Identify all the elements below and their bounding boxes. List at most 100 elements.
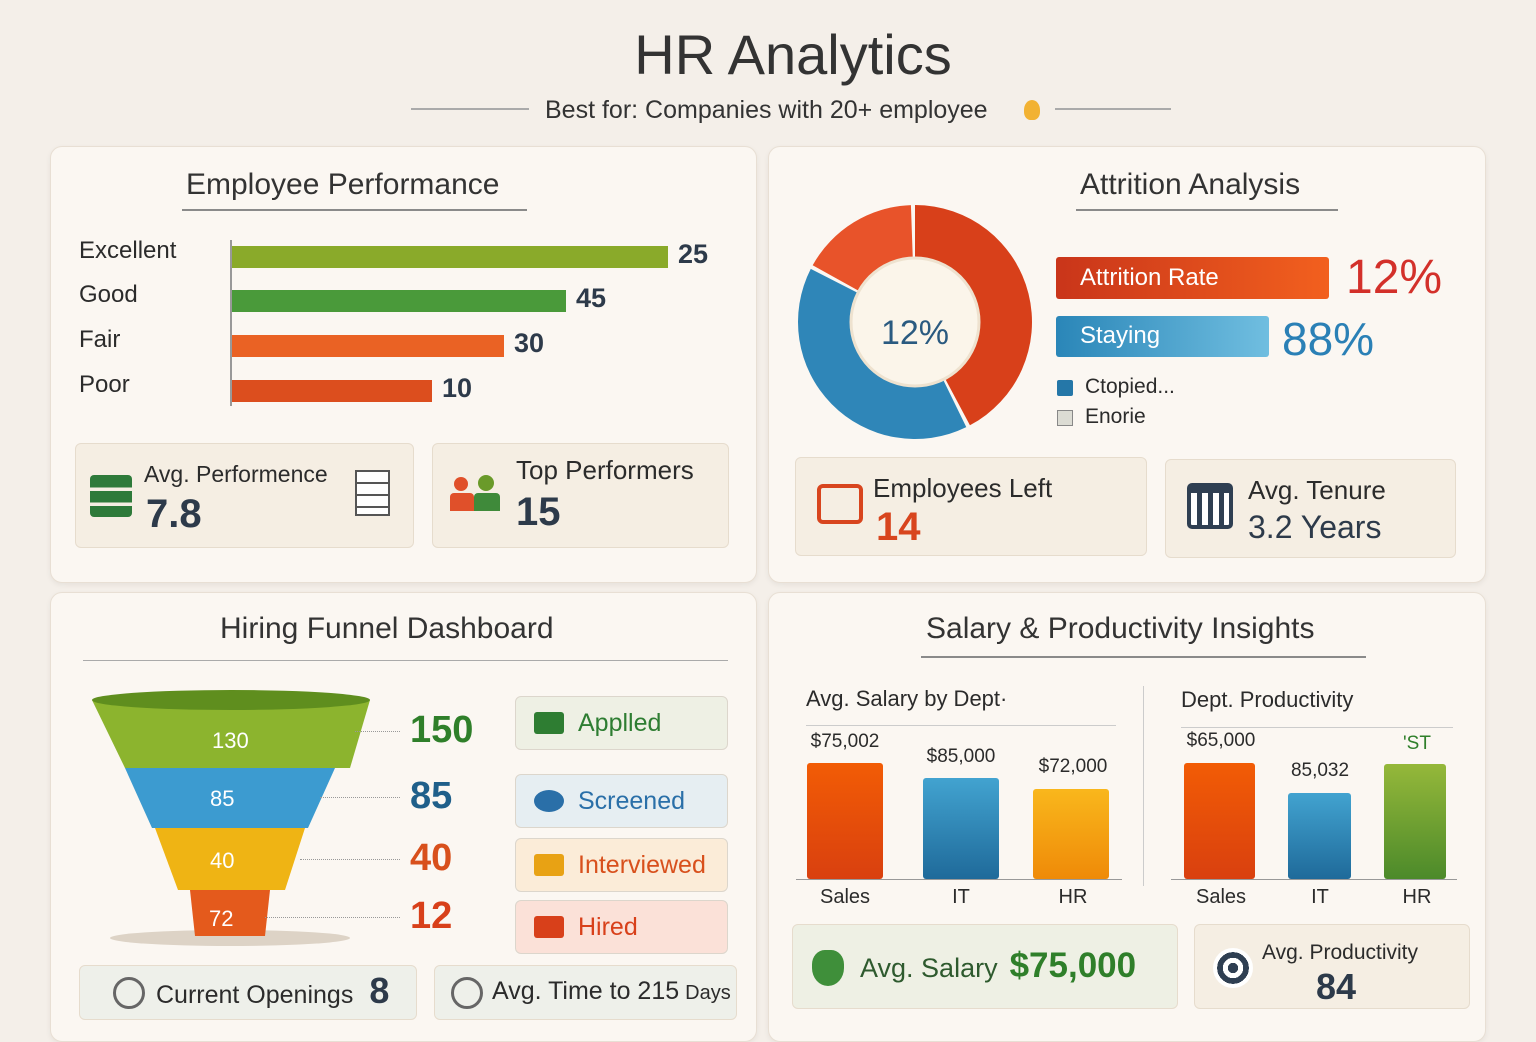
funnel-inner-value: 40 — [210, 848, 235, 873]
top-performers-value: 15 — [516, 490, 561, 534]
top-performers-label: Top Performers — [516, 455, 694, 485]
legend-item: Enorie — [1085, 405, 1146, 428]
funnel-stage-hired — [190, 890, 270, 936]
funnel-stage-button[interactable]: Hired — [515, 900, 728, 954]
avg-performance-label: Avg. Performence — [144, 461, 328, 487]
funnel-stage-label: Interviewed — [578, 850, 706, 879]
axis-line — [796, 879, 1122, 880]
performance-bar-value: 10 — [442, 373, 473, 403]
performance-bar-value: 25 — [678, 239, 709, 269]
staying-label: Staying — [1080, 322, 1161, 349]
current-openings-row: Current Openings 8 — [156, 970, 389, 1012]
funnel-inner-value: 130 — [212, 728, 249, 753]
funnel-stage-label: Hired — [578, 912, 638, 941]
salary-category-label: Sales — [819, 886, 871, 908]
productivity-bar-label: 'ST — [1403, 733, 1431, 754]
employees-left-label: Employees Left — [873, 473, 1053, 503]
title-underline — [1076, 209, 1338, 211]
performance-row-label: Poor — [79, 371, 130, 398]
avg-time-row: Avg. Time to 215 Days — [492, 977, 731, 1006]
envelope-icon — [534, 712, 564, 734]
employees-left-card — [795, 457, 1147, 556]
dotted-leader — [355, 731, 400, 732]
performance-bar — [232, 335, 504, 357]
title-underline — [921, 656, 1366, 658]
funnel-stage-button[interactable]: Interviewed — [515, 838, 728, 892]
salary-bar — [923, 778, 999, 879]
calendar-icon — [1187, 483, 1233, 529]
avg-tenure-value: 3.2 Years — [1248, 509, 1382, 545]
funnel-stage-applied — [92, 700, 370, 768]
avg-salary-value: $75,000 — [1009, 946, 1137, 985]
donut-segment-left — [915, 205, 1032, 426]
salary-bar-label: $75,002 — [810, 731, 880, 752]
divider — [1143, 686, 1144, 886]
salary-bar-label: $85,000 — [926, 746, 996, 767]
list-icon — [355, 470, 390, 516]
funnel-stage-value: 40 — [410, 837, 453, 879]
mail-icon — [534, 916, 564, 938]
avg-time-card — [434, 965, 737, 1020]
phone-exit-icon — [817, 484, 863, 524]
search-icon — [534, 790, 564, 812]
dotted-leader — [320, 797, 400, 798]
clock-icon — [451, 977, 483, 1009]
employees-left-value: 14 — [876, 505, 921, 549]
legend-item: Ctopied... — [1085, 375, 1175, 398]
current-openings-label: Current Openings — [156, 981, 354, 1009]
productivity-category-label: HR — [1402, 886, 1432, 908]
donut-center-value: 12% — [880, 314, 950, 352]
title-underline — [182, 209, 527, 211]
avg-performance-value: 7.8 — [146, 492, 202, 536]
productivity-category-label: IT — [1311, 886, 1329, 908]
performance-bar — [232, 246, 668, 268]
productivity-category-label: Sales — [1195, 886, 1247, 908]
avg-productivity-value: 84 — [1316, 966, 1357, 1007]
attrition-donut — [798, 205, 1032, 440]
funnel-stage-value: 12 — [410, 895, 453, 937]
salary-bar — [807, 763, 883, 879]
attrition-rate-label: Attrition Rate — [1080, 264, 1219, 291]
performance-row-label: Fair — [79, 326, 121, 353]
performance-bar-value: 30 — [514, 328, 545, 358]
funnel-stage-interviewed — [155, 828, 305, 890]
funnel-stage-button[interactable]: Applled — [515, 696, 728, 750]
clock-icon — [113, 977, 145, 1009]
funnel-stage-value: 150 — [410, 709, 474, 751]
megaphone-icon — [534, 854, 564, 876]
dotted-leader — [265, 917, 400, 918]
divider — [1055, 108, 1171, 110]
avg-productivity-label: Avg. Productivity — [1262, 941, 1419, 964]
avg-salary-label: Avg. Salary — [860, 953, 998, 983]
panel-title: Hiring Funnel Dashboard — [220, 612, 554, 645]
target-icon — [1213, 948, 1253, 988]
staying-bar — [1056, 316, 1269, 357]
page-title: HR Analytics — [634, 23, 952, 86]
funnel-inner-value: 85 — [210, 786, 235, 811]
performance-row-label: Excellent — [79, 237, 177, 264]
funnel-graphic — [92, 690, 370, 946]
funnel-stage-button[interactable]: Screened — [515, 774, 728, 828]
legend-swatch-blue — [1057, 380, 1073, 396]
server-icon — [90, 475, 132, 517]
productivity-bar-label: $65,000 — [1186, 730, 1256, 751]
legend-swatch-gray — [1057, 410, 1073, 426]
funnel-stage-label: Applled — [578, 708, 662, 737]
avg-time-unit: Days — [685, 982, 731, 1004]
productivity-bar — [1184, 763, 1255, 879]
productivity-chart-title: Dept. Productivity — [1181, 687, 1354, 712]
panel-title: Attrition Analysis — [1080, 168, 1301, 201]
donut-segment-attrition — [812, 205, 913, 291]
attrition-rate-bar — [1056, 257, 1329, 299]
avg-salary-card — [792, 924, 1178, 1009]
axis-line — [1171, 879, 1457, 880]
salary-bar-label: $72,000 — [1038, 756, 1108, 777]
avg-tenure-label: Avg. Tenure — [1248, 475, 1386, 505]
funnel-stage-value: 85 — [410, 775, 453, 817]
donut-segment-staying — [798, 268, 967, 440]
salary-chart-title: Avg. Salary by Dept· — [806, 686, 1008, 711]
money-bag-icon — [812, 950, 844, 986]
staying-value: 88% — [1282, 313, 1375, 365]
people-icon — [450, 465, 500, 511]
subtitle: Best for: Companies with 20+ employee — [545, 96, 988, 124]
